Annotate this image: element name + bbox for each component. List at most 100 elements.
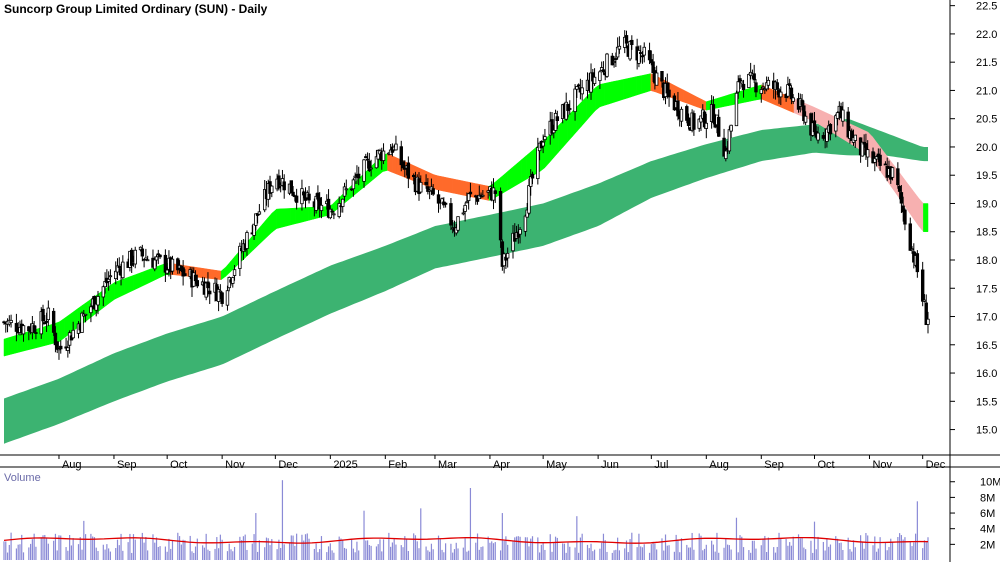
candlestick [523,214,528,237]
short-term-ma-band-segment [507,167,513,191]
x-tick-label: Aug [62,459,82,471]
candlestick [903,208,907,231]
short-term-ma-band-segment [632,76,638,97]
candlestick [530,171,535,185]
short-term-ma-band-segment [581,96,587,127]
short-term-ma-band-segment [262,217,268,242]
candlestick [505,247,510,268]
short-term-ma-band-segment [438,175,444,192]
candlestick [21,324,26,342]
candlestick [381,143,386,165]
chart-title: Suncorp Group Limited Ordinary (SUN) - D… [4,2,268,16]
short-term-ma-band-segment [271,208,277,233]
short-term-ma-band-segment [220,266,227,281]
short-term-ma-band-segment [276,208,282,229]
candlestick [140,244,145,262]
candlestick [759,86,763,103]
candlestick [307,186,311,204]
candlestick [94,303,98,317]
short-term-ma-band-segment [451,178,458,195]
candlestick [456,216,460,233]
candlestick [96,290,100,315]
candlestick [841,101,845,127]
candlestick [816,126,820,144]
candlestick [754,78,758,98]
candlestick [357,166,361,186]
candlestick [667,82,671,107]
candlestick [860,141,865,157]
short-term-ma-band-segment [290,207,296,226]
volume-tick-label: 10M [980,477,1000,489]
candlestick [183,269,187,277]
candlestick [181,260,185,286]
candlestick [605,52,609,78]
candlestick [654,65,659,86]
candlestick [108,269,113,285]
candlestick [568,100,572,115]
candlestick [555,110,560,129]
candlestick [399,140,403,172]
candlestick [617,36,622,54]
x-tick-label: Mar [438,459,457,471]
short-term-ma-band-segment [696,96,702,109]
candlestick [319,197,324,219]
short-term-ma-band-segment [816,108,822,127]
x-tick-label: Oct [817,459,834,471]
candlestick [711,96,716,125]
candlestick [232,265,237,281]
candlestick [133,246,137,269]
short-term-ma-band-segment [525,151,531,180]
candlestick [208,282,212,305]
candlestick [289,180,294,194]
short-term-ma-band-segment [770,88,776,106]
candlestick [789,85,794,105]
short-term-ma-band-segment [447,177,453,194]
candlestick [803,111,808,126]
x-tick-label: 2025 [333,459,357,471]
x-tick-label: Feb [388,459,407,471]
candlestick [55,341,59,354]
candlestick [216,286,221,312]
candlestick [282,174,286,199]
candlestick [493,189,497,203]
short-term-ma-band-segment [17,333,23,353]
short-term-ma-band-segment [585,91,591,122]
candlestick [436,189,441,213]
candlestick [158,254,162,259]
candlestick [466,193,471,210]
candlestick [729,124,733,138]
candlestick [195,274,200,289]
volume-panel-label: Volume [4,472,41,484]
short-term-ma-band-segment [502,170,508,194]
candlestick [463,202,467,222]
price-tick-label: 22.5 [976,1,997,13]
candlestick [498,187,503,248]
short-term-ma-band-segment [576,101,582,133]
short-term-ma-band-segment [267,212,273,238]
candlestick [890,167,895,181]
candlestick [610,52,615,66]
candlestick [51,308,56,337]
candlestick [32,321,36,333]
short-term-ma-band-segment [391,155,397,175]
candlestick [601,61,606,75]
price-tick-label: 18.0 [976,255,997,267]
candlestick [660,70,664,88]
candlestick [419,175,423,194]
short-term-ma-band-segment [156,264,162,280]
price-tick-label: 21.5 [976,57,997,69]
price-tick-label: 17.5 [976,283,997,295]
short-term-ma-band-segment [119,278,125,298]
price-tick-label: 17.0 [976,312,997,324]
candlestick [761,82,765,91]
candlestick [332,211,336,220]
candlestick [89,303,93,323]
candlestick [717,109,721,137]
candlestick [580,80,584,101]
price-tick-label: 20.0 [976,142,997,154]
candlestick [896,162,900,189]
candlestick [92,295,97,310]
x-tick-label: Sep [117,459,137,471]
candlestick [351,177,356,197]
